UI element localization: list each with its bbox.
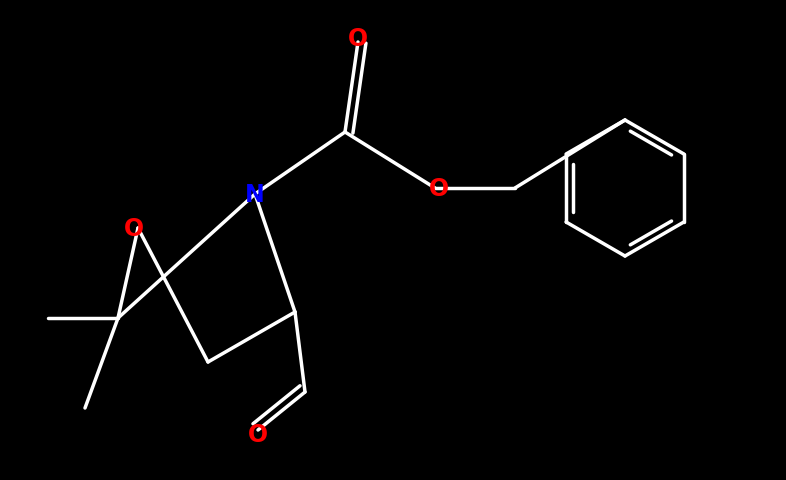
Text: O: O xyxy=(124,216,144,240)
Text: O: O xyxy=(348,27,368,51)
Text: N: N xyxy=(245,182,265,206)
Text: O: O xyxy=(248,422,268,446)
Text: O: O xyxy=(429,177,449,201)
